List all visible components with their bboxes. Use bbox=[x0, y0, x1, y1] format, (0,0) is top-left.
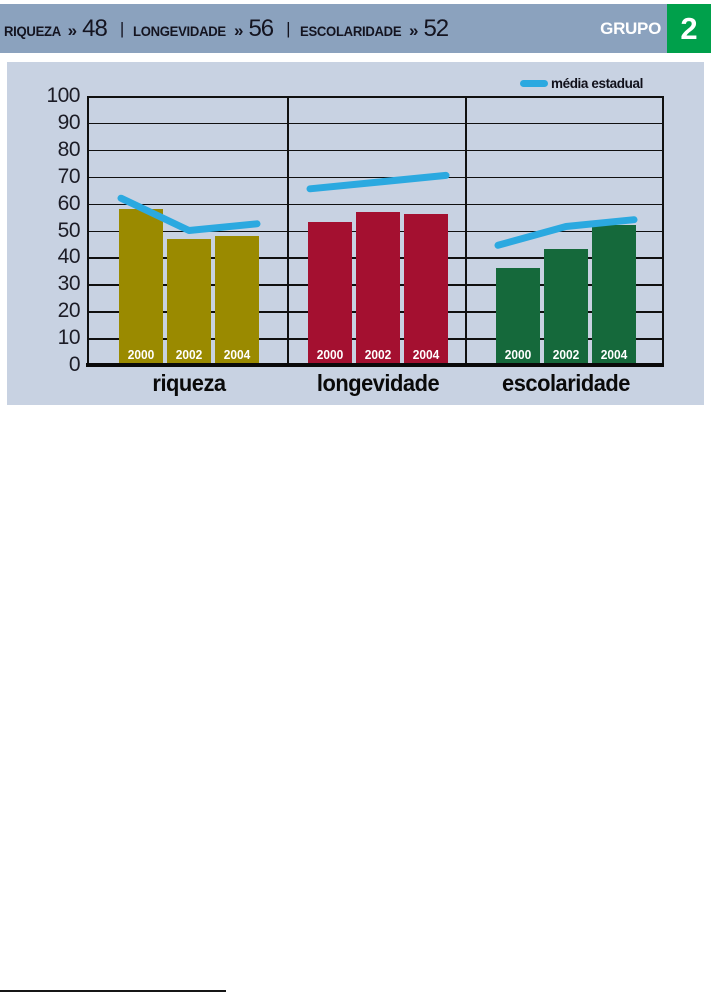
stat-label: RIQUEZA bbox=[4, 23, 61, 39]
bar-year-label: 2002 bbox=[175, 347, 203, 362]
gridline-90 bbox=[87, 122, 663, 125]
bar-riqueza-2002 bbox=[167, 238, 211, 363]
bar-longevidade-2004 bbox=[404, 214, 448, 363]
bar-longevidade-2000 bbox=[308, 222, 352, 363]
category-label-longevidade: longevidade bbox=[316, 370, 440, 396]
group-separator-1 bbox=[287, 96, 289, 363]
stat-value: 52 bbox=[423, 14, 449, 42]
stat-label: LONGEVIDADE bbox=[133, 23, 227, 39]
category-label-escolaridade: escolaridade bbox=[502, 370, 630, 396]
header-stat-riqueza: RIQUEZA » 48 bbox=[4, 14, 108, 43]
group-separator-2 bbox=[465, 96, 467, 363]
footnote-rule bbox=[0, 990, 226, 992]
y-tick-0: 0 bbox=[68, 353, 81, 376]
gridline-60 bbox=[87, 203, 663, 206]
bar-longevidade-2002 bbox=[356, 211, 400, 363]
stats-divider: | bbox=[286, 18, 291, 38]
bar-escolaridade-2004 bbox=[592, 225, 636, 363]
bar-riqueza-2004 bbox=[215, 235, 259, 363]
bar-year-label: 2000 bbox=[316, 347, 344, 362]
header-stats: RIQUEZA» 48 | LONGEVIDADE» 56 | ESCOLARIDADE» 5… bbox=[4, 4, 450, 53]
bar-year-label: 2002 bbox=[552, 347, 580, 362]
x-axis-line bbox=[86, 362, 664, 367]
header-bar: RIQUEZA» 48 | LONGEVIDADE» 56 | ESCOLARIDADE» 5… bbox=[0, 4, 711, 53]
y-tick-50: 50 bbox=[57, 218, 81, 242]
legend-label: média estadual bbox=[551, 76, 643, 91]
y-tick-60: 60 bbox=[57, 191, 81, 215]
bar-riqueza-2000 bbox=[119, 208, 163, 363]
chevron-icon: » bbox=[67, 20, 78, 40]
gridline-80 bbox=[87, 149, 663, 152]
y-tick-10: 10 bbox=[57, 326, 81, 350]
stat-label: ESCOLARIDADE bbox=[299, 23, 402, 39]
group-number: 2 bbox=[680, 10, 698, 46]
bar-year-label: 2004 bbox=[412, 347, 440, 362]
legend: média estadual bbox=[520, 76, 643, 91]
gridline-100 bbox=[87, 96, 663, 98]
bar-year-label: 2004 bbox=[600, 347, 628, 362]
group-label: GRUPO bbox=[600, 18, 661, 38]
y-tick-100: 100 bbox=[46, 84, 80, 107]
chevron-icon: » bbox=[233, 20, 244, 40]
y-tick-80: 80 bbox=[57, 137, 81, 161]
bar-year-label: 2000 bbox=[504, 347, 532, 362]
bar-escolaridade-2000 bbox=[496, 268, 540, 363]
bar-year-label: 2002 bbox=[364, 347, 392, 362]
gridline-70 bbox=[87, 176, 663, 179]
bar-year-label: 2000 bbox=[127, 347, 155, 362]
stat-value: 48 bbox=[82, 14, 108, 42]
chevron-icon: » bbox=[408, 20, 419, 40]
group-number-box: 2 bbox=[667, 4, 711, 53]
stats-divider: | bbox=[119, 18, 125, 38]
bar-escolaridade-2002 bbox=[544, 249, 588, 363]
plot-right-border bbox=[662, 96, 664, 363]
category-label-riqueza: riqueza bbox=[152, 370, 226, 396]
stat-value: 56 bbox=[248, 14, 274, 42]
y-tick-70: 70 bbox=[57, 164, 81, 188]
y-axis-line bbox=[86, 96, 89, 365]
y-tick-20: 20 bbox=[57, 299, 81, 323]
header-stat-longevidade: LONGEVIDADE » 56 bbox=[133, 14, 274, 43]
bar-year-label: 2004 bbox=[223, 347, 251, 362]
y-tick-90: 90 bbox=[57, 110, 81, 134]
legend-line-swatch bbox=[520, 80, 548, 87]
y-tick-40: 40 bbox=[57, 245, 81, 269]
header-stat-escolaridade: ESCOLARIDADE » 52 bbox=[299, 14, 450, 43]
y-tick-30: 30 bbox=[57, 272, 81, 296]
